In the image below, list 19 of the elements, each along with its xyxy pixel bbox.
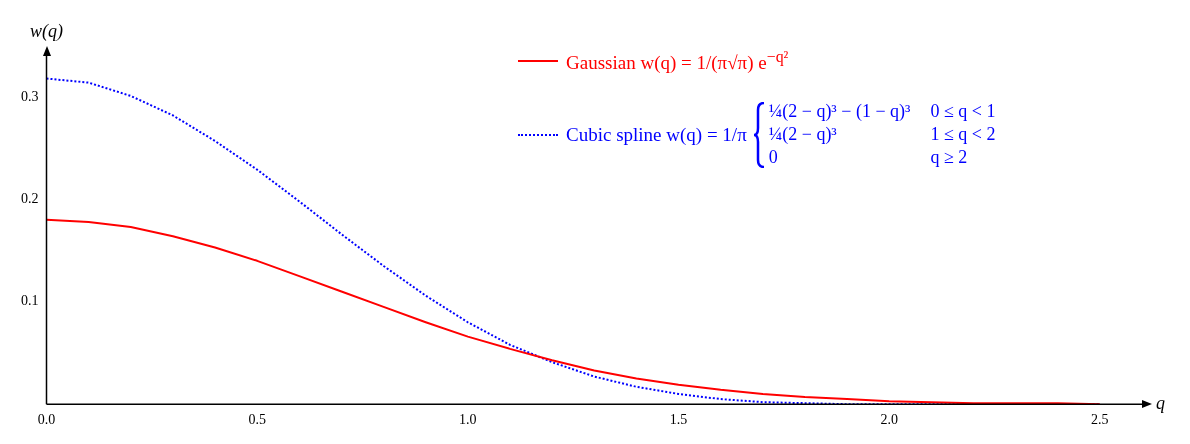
annotation: 0 ≤ q < 1 [930,100,996,124]
x-tick-label: 2.5 [1091,412,1109,428]
annotation: ¼(2 − q)³ [768,123,838,147]
legend-label: Gaussian w(q) = 1/(π√π) e$^{−q²}$ [566,48,789,75]
x-tick-label: 0.5 [248,412,266,428]
annotation: q ≥ 2 [930,146,969,170]
x-tick-label: 2.0 [880,412,898,428]
legend-label: Cubic spline w(q) = 1/π [566,123,747,146]
annotation: 1 ≤ q < 2 [930,123,996,147]
x-axis-title: q [1156,392,1165,413]
y-axis-title: w(q) [30,20,63,42]
y-tick-label: 0.3 [21,88,39,104]
annotation: ¼(2 − q)³ − (1 − q)³ [768,100,912,124]
x-tick-label: 1.5 [669,412,688,428]
x-tick-label: 1.0 [459,412,477,428]
y-tick-label: 0.1 [21,293,39,309]
x-tick-label: 0.0 [37,412,56,428]
annotation: 0 [768,146,779,170]
y-tick-label: 0.2 [21,191,39,207]
